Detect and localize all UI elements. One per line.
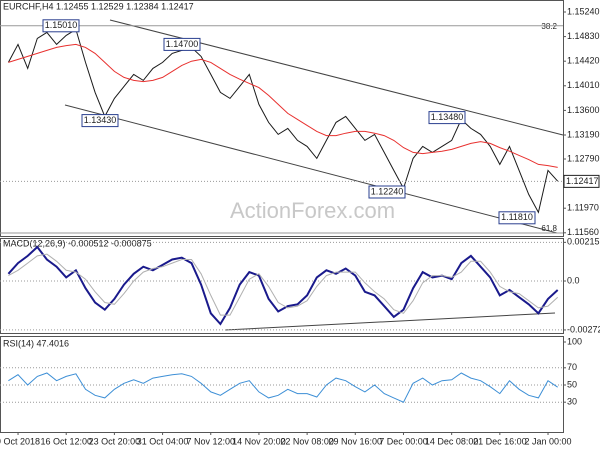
- series-line: [8, 253, 559, 316]
- series-line: [8, 43, 558, 168]
- y-tick-label: 0.002157: [567, 237, 600, 247]
- y-tick-label: 30: [567, 397, 577, 407]
- x-tick-label: 22 Nov 08:00: [280, 436, 334, 446]
- fib-label: 38.2: [541, 22, 557, 31]
- x-tick-label: 29 Nov 16:00: [329, 436, 383, 446]
- x-tick-label: 21 Dec 16:00: [473, 436, 527, 446]
- price-annotation: 1.15010: [45, 20, 78, 30]
- x-tick-label: 9 Oct 2018: [0, 436, 40, 446]
- x-tick-label: 14 Dec 08:00: [425, 436, 479, 446]
- x-tick-label: 7 Nov 12:00: [186, 436, 235, 446]
- price-annotation-box: [163, 37, 201, 51]
- x-tick-label: 7 Dec 00:00: [379, 436, 428, 446]
- fib-label: 61.8: [541, 224, 557, 233]
- price-annotation-box: [428, 111, 466, 125]
- series-line: [7, 245, 559, 326]
- y-tick-label: 1.13600: [567, 105, 600, 115]
- rsi-title: RSI(14) 47.4016: [3, 338, 69, 348]
- y-tick-label: 1.14830: [567, 31, 600, 41]
- y-tick-label: 100: [567, 336, 582, 346]
- watermark: ActionForex.com: [230, 198, 395, 223]
- y-tick-label: 1.14420: [567, 56, 600, 66]
- channel-lower: [64, 104, 558, 234]
- x-tick-label: 16 Oct 12:00: [40, 436, 92, 446]
- y-tick-label: 1.11560: [567, 227, 599, 237]
- macd-title: MACD(12,26,9) -0.000512 -0.000875: [3, 238, 152, 248]
- y-tick-label: 1.14010: [567, 80, 600, 90]
- macd-trendline: [224, 312, 556, 331]
- price-panel: [0, 0, 564, 237]
- price-annotation: 1.11810: [501, 212, 533, 222]
- y-tick-label: 70: [567, 362, 577, 372]
- price-annotation: 1.13430: [84, 115, 117, 125]
- series-line: [7, 28, 559, 214]
- y-tick-label: 1.12790: [567, 153, 600, 163]
- price-annotation: 1.13480: [431, 112, 464, 122]
- price-annotation-box: [498, 211, 536, 225]
- price-annotation: 1.14700: [166, 39, 199, 49]
- x-tick-label: 23 Oct 20:00: [89, 436, 141, 446]
- channel-upper: [109, 19, 564, 136]
- price-annotation: 1.12240: [371, 186, 404, 196]
- x-tick-label: 2 Jan 00:00: [524, 436, 571, 446]
- y-tick-label: 50: [567, 379, 577, 389]
- last-price-label: 1.12417: [566, 176, 599, 186]
- y-tick-label: 1.11970: [567, 203, 599, 213]
- price-annotation-box: [81, 114, 119, 128]
- x-tick-label: 14 Nov 20:00: [232, 436, 286, 446]
- price-annotation-box: [42, 19, 80, 33]
- last-price-box: [563, 174, 600, 188]
- x-tick-label: 31 Oct 04:00: [137, 436, 189, 446]
- series-line: [8, 372, 558, 403]
- y-tick-label: 1.13190: [567, 129, 600, 139]
- y-tick-label: 1.15240: [567, 6, 600, 16]
- chart-title: EURCHF,H4 1.12455 1.12529 1.12384 1.1241…: [3, 1, 194, 11]
- y-tick-label: 0.0: [567, 275, 580, 285]
- macd-panel: [0, 238, 564, 334]
- price-annotation-box: [368, 185, 406, 199]
- y-tick-label: -0.002729: [567, 324, 600, 334]
